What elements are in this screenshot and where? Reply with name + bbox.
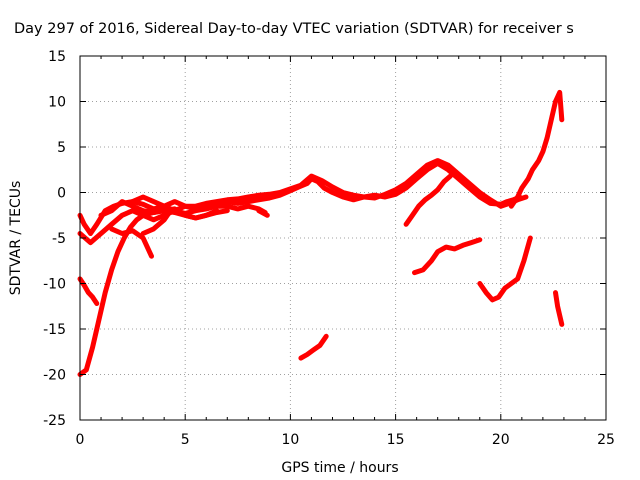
y-tick-label: 15 [48, 49, 66, 65]
y-axis-tick-labels: -25 -20 -15 -10 -5 0 5 10 15 [43, 49, 66, 429]
x-axis-tick-labels: 0 5 10 15 20 25 [76, 432, 615, 448]
data-series-4 [130, 194, 268, 216]
data-series-10 [298, 333, 329, 361]
data-series-6 [77, 208, 230, 377]
series-group [77, 89, 565, 377]
y-tick-label: -15 [43, 322, 66, 338]
data-series-7 [77, 276, 100, 306]
x-tick-label: 5 [181, 432, 190, 448]
y-tick-label: -25 [43, 413, 66, 429]
data-series-9 [256, 208, 270, 218]
y-tick-label: 0 [57, 186, 66, 202]
grid [80, 56, 606, 420]
y-axis-label: SDTVAR / TECUs [8, 181, 24, 296]
chart-title: Day 297 of 2016, Sidereal Day-to-day VTE… [14, 21, 574, 37]
data-series-11 [403, 173, 453, 227]
data-series-8 [140, 208, 173, 236]
x-tick-label: 15 [387, 432, 405, 448]
x-tick-label: 0 [76, 432, 85, 448]
y-tick-label: 5 [57, 140, 66, 156]
data-series-13 [477, 235, 533, 303]
data-series-12 [412, 237, 483, 276]
y-tick-label: -20 [43, 368, 66, 384]
data-series-2 [77, 158, 529, 246]
data-series-5 [109, 226, 154, 259]
x-tick-label: 20 [492, 432, 510, 448]
y-tick-label: -5 [52, 231, 66, 247]
y-tick-label: 10 [48, 95, 66, 111]
data-series-14 [508, 89, 565, 209]
plot-frame [79, 55, 607, 421]
y-tick-label: -10 [43, 277, 66, 293]
data-series-15 [553, 290, 565, 327]
x-axis-label: GPS time / hours [281, 460, 398, 476]
axis-ticks [79, 55, 607, 421]
x-tick-label: 25 [597, 432, 615, 448]
x-tick-label: 10 [281, 432, 299, 448]
